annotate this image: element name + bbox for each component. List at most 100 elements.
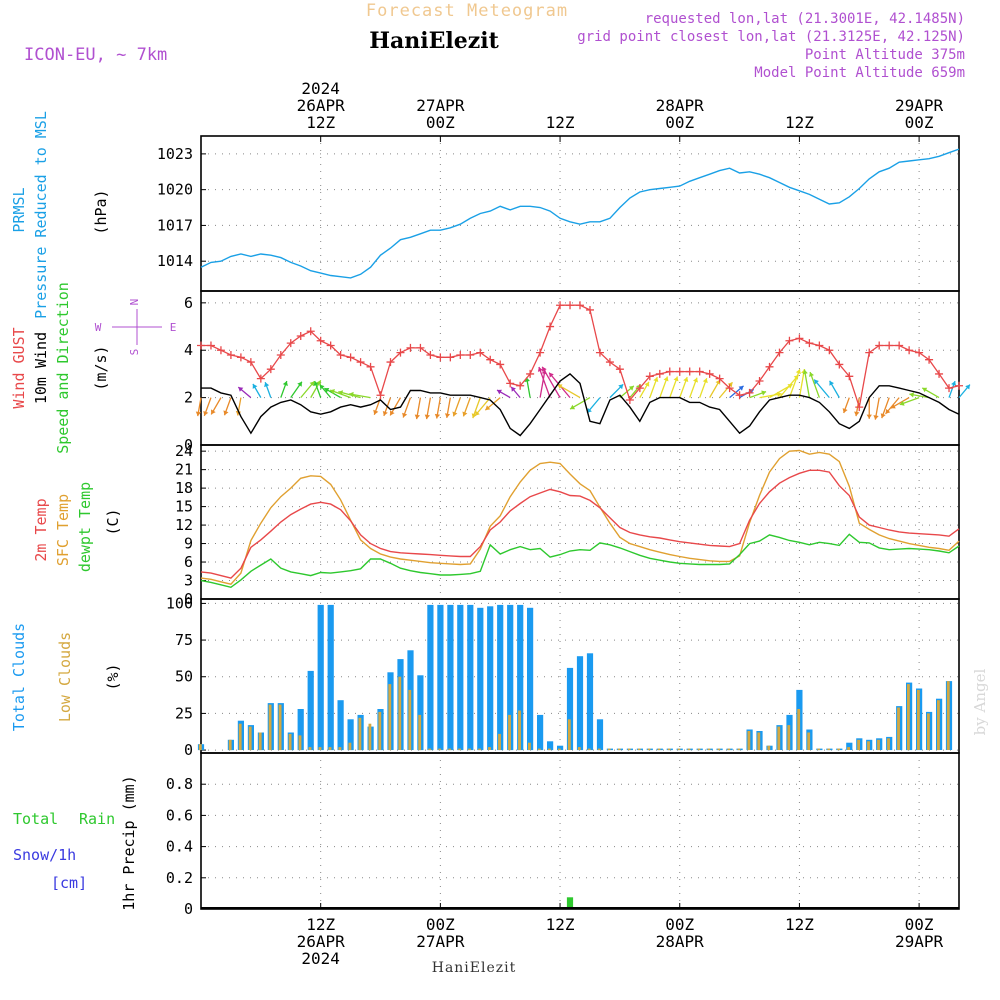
wind-arrow-head bbox=[252, 383, 258, 389]
low-cloud-bar bbox=[907, 684, 910, 751]
compass-e: E bbox=[170, 321, 177, 334]
gust-marker bbox=[955, 381, 963, 390]
total-cloud-bar bbox=[507, 604, 514, 751]
wind-arrow-head bbox=[873, 415, 879, 420]
gust-marker bbox=[615, 365, 624, 374]
gust-marker bbox=[376, 391, 385, 400]
low-cloud-bar bbox=[508, 714, 511, 751]
wind-arrow-head bbox=[390, 410, 395, 416]
ytick-label-clouds: 0 bbox=[184, 741, 193, 759]
low-cloud-bar bbox=[577, 747, 581, 750]
wind-arrow-head bbox=[644, 381, 650, 387]
gust-marker bbox=[226, 350, 235, 359]
wind-arrow-head bbox=[653, 377, 659, 382]
label-rain-rain: Rain bbox=[79, 810, 115, 828]
wind-arrow-head bbox=[373, 409, 379, 415]
rain-bar bbox=[566, 897, 574, 909]
gust-marker bbox=[426, 350, 435, 359]
time-label-top: 00Z bbox=[665, 113, 694, 132]
label-prmsl: PRMSL bbox=[10, 187, 28, 232]
low-cloud-bar bbox=[946, 681, 950, 750]
total-cloud-bar bbox=[596, 719, 604, 751]
total-cloud-bar bbox=[417, 675, 424, 751]
total-cloud-bar bbox=[846, 742, 853, 750]
time-label-top: 12Z bbox=[306, 113, 335, 132]
label-total-clouds: Total Clouds bbox=[10, 623, 28, 731]
gust-marker bbox=[326, 341, 335, 350]
low-cloud-bar bbox=[238, 723, 242, 751]
time-label-top: 28APR bbox=[656, 96, 705, 115]
gust-marker bbox=[566, 301, 575, 310]
wind-arrow bbox=[557, 384, 581, 399]
gust-marker bbox=[526, 369, 535, 378]
gust-marker bbox=[915, 348, 924, 357]
gust-marker bbox=[396, 348, 405, 357]
wind-arrow-head bbox=[702, 378, 708, 384]
gust-marker bbox=[895, 341, 904, 350]
total-cloud-bar bbox=[427, 604, 434, 751]
ytick-label-pressure: 1023 bbox=[157, 145, 193, 163]
low-cloud-bar bbox=[657, 748, 661, 751]
gust-marker bbox=[506, 379, 515, 388]
time-label-top: 00Z bbox=[905, 113, 934, 132]
gust-marker bbox=[875, 341, 884, 350]
gust-marker bbox=[306, 327, 315, 336]
meteogram-title: Forecast Meteogram bbox=[366, 1, 568, 21]
low-cloud-bar bbox=[897, 707, 900, 750]
low-cloud-bar bbox=[248, 726, 252, 751]
label-tdew: dewpt Temp bbox=[76, 482, 94, 572]
low-cloud-bar bbox=[538, 748, 541, 751]
gust-marker bbox=[256, 374, 265, 383]
wind-arrow-head bbox=[444, 413, 451, 418]
gust-marker bbox=[755, 377, 764, 386]
low-cloud-bar bbox=[607, 748, 611, 751]
wind-arrow-head bbox=[475, 410, 480, 416]
low-cloud-bar bbox=[707, 748, 711, 751]
requested-coords: requested lon,lat (21.3001E, 42.1485N) bbox=[645, 11, 965, 27]
total-cloud-bar bbox=[347, 719, 354, 751]
ytick-label-pressure: 1017 bbox=[157, 216, 193, 234]
gust-marker bbox=[386, 358, 395, 367]
ytick-label-precip: 0.4 bbox=[166, 838, 193, 856]
wind-arrow-head bbox=[313, 381, 319, 386]
ytick-label-wind: 0 bbox=[184, 436, 193, 454]
total-cloud-bar bbox=[467, 604, 474, 751]
total-cloud-bar bbox=[547, 741, 554, 751]
ytick-label-temperature: 18 bbox=[175, 479, 193, 497]
pressure-line bbox=[200, 148, 960, 279]
ytick-label-temperature: 3 bbox=[184, 572, 193, 590]
wind-arrow bbox=[778, 374, 799, 399]
gust-marker bbox=[486, 355, 495, 364]
total-cloud-bar bbox=[297, 709, 304, 751]
gust-marker bbox=[595, 348, 604, 357]
wind-arrow-head bbox=[211, 409, 216, 415]
low-cloud-bar bbox=[348, 742, 352, 750]
gust-marker bbox=[316, 336, 325, 345]
low-cloud-bar bbox=[368, 723, 372, 751]
gust-marker bbox=[805, 339, 814, 348]
wind-arrow-head bbox=[195, 411, 202, 417]
gust-marker bbox=[725, 384, 734, 393]
wind-arrow bbox=[803, 369, 811, 398]
watermark: by Angel bbox=[971, 668, 989, 735]
gust-marker bbox=[356, 358, 365, 367]
low-cloud-bar bbox=[787, 725, 791, 750]
low-cloud-bar bbox=[837, 748, 840, 751]
gust-marker bbox=[366, 362, 375, 371]
wind-arrow-head bbox=[570, 404, 576, 410]
label-pressure-unit: (hPa) bbox=[92, 189, 110, 234]
ytick-label-temperature: 6 bbox=[184, 553, 193, 571]
gust-marker bbox=[665, 367, 674, 376]
low-cloud-bar bbox=[258, 732, 262, 751]
gust-marker bbox=[925, 355, 934, 364]
panel-frame-precip bbox=[200, 752, 960, 910]
gust-marker bbox=[675, 367, 684, 376]
low-cloud-bar bbox=[458, 748, 461, 751]
ytick-label-precip: 0.6 bbox=[166, 806, 193, 824]
time-label-bottom: 27APR bbox=[416, 932, 465, 951]
low-cloud-bar bbox=[398, 676, 402, 750]
time-label-top: 29APR bbox=[895, 96, 944, 115]
total-cloud-bar bbox=[477, 607, 484, 751]
total-cloud-bar bbox=[576, 656, 584, 751]
low-cloud-bar bbox=[567, 719, 571, 751]
